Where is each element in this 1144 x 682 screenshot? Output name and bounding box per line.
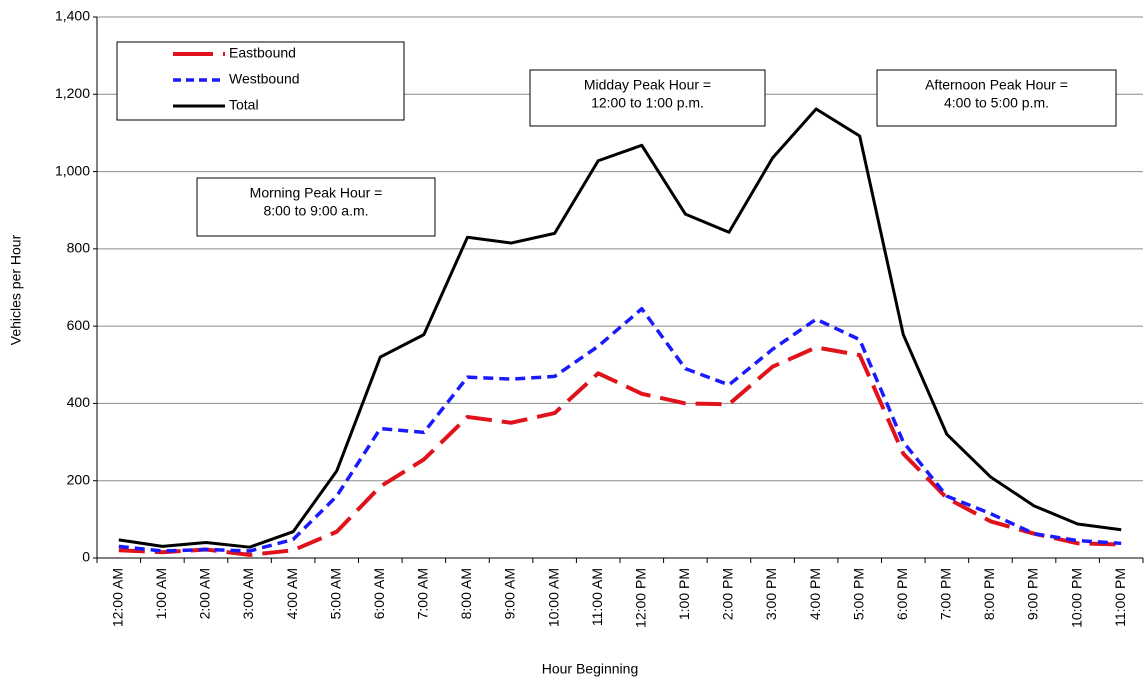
y-tick-label: 1,200	[55, 85, 90, 101]
annotation-text: Morning Peak Hour =	[250, 185, 383, 201]
series-line	[118, 345, 1122, 557]
y-tick-label: 0	[82, 549, 90, 565]
x-tick-label: 6:00 PM	[894, 568, 910, 620]
x-tick-label: 11:00 AM	[589, 568, 605, 626]
y-tick-label: 1,400	[55, 8, 90, 24]
legend-label: Westbound	[229, 71, 300, 87]
x-tick-label: 3:00 PM	[763, 568, 779, 620]
annotation-box	[529, 69, 766, 127]
x-tick-label: 2:00 PM	[720, 568, 736, 620]
x-tick-label: 12:00 PM	[632, 568, 648, 628]
x-tick-label: 10:00 AM	[545, 568, 561, 627]
y-tick-label: 400	[67, 394, 91, 410]
x-tick-label: 6:00 AM	[371, 568, 387, 619]
y-tick-label: 1,000	[55, 162, 90, 178]
x-tick-label: 8:00 AM	[458, 568, 474, 619]
x-tick-label: 1:00 PM	[676, 568, 692, 620]
x-tick-label: 5:00 PM	[850, 568, 866, 620]
y-tick-label: 600	[67, 317, 91, 333]
x-tick-label: 3:00 AM	[240, 568, 256, 619]
x-tick-label: 9:00 PM	[1025, 568, 1041, 620]
x-tick-label: 2:00 AM	[197, 568, 213, 619]
annotation-box	[196, 177, 436, 237]
x-tick-label: 8:00 PM	[981, 568, 997, 620]
x-tick-label: 12:00 AM	[109, 568, 125, 627]
annotation-text: Afternoon Peak Hour =	[925, 77, 1068, 93]
y-tick-label: 800	[67, 240, 91, 256]
x-tick-label: 4:00 AM	[284, 568, 300, 619]
x-tick-label: 7:00 AM	[415, 568, 431, 619]
series-line	[118, 307, 1122, 553]
legend-label: Eastbound	[229, 45, 296, 61]
series-line	[118, 107, 1122, 549]
x-tick-label: 1:00 AM	[153, 568, 169, 619]
y-axis-label: Vehicles per Hour	[8, 234, 24, 345]
annotation-text: 4:00 to 5:00 p.m.	[944, 95, 1049, 111]
annotation-text: Midday Peak Hour =	[584, 77, 711, 93]
x-tick-label: 7:00 PM	[938, 568, 954, 620]
x-tick-label: 4:00 PM	[807, 568, 823, 620]
x-axis-label: Hour Beginning	[542, 661, 639, 677]
x-tick-label: 11:00 PM	[1112, 568, 1128, 627]
legend-label: Total	[229, 97, 259, 113]
legend-box	[116, 41, 405, 121]
x-tick-label: 10:00 PM	[1068, 568, 1084, 628]
y-tick-label: 200	[67, 471, 91, 487]
annotation-box	[876, 69, 1117, 127]
x-tick-label: 9:00 AM	[502, 568, 518, 619]
annotation-text: 12:00 to 1:00 p.m.	[591, 95, 704, 111]
annotation-text: 8:00 to 9:00 a.m.	[263, 203, 368, 219]
x-tick-label: 5:00 AM	[327, 568, 343, 619]
